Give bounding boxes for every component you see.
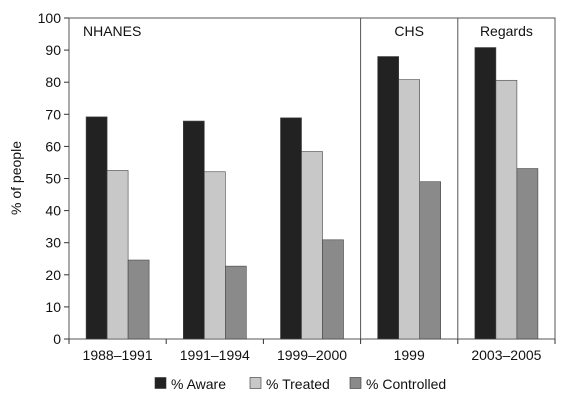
group-label-nhanes: NHANES — [83, 23, 141, 39]
bar-treated-3 — [398, 79, 421, 340]
legend-swatch-aware — [154, 377, 167, 389]
y-tick-label: 60 — [45, 138, 61, 154]
legend-swatch-treated — [249, 377, 262, 389]
bar-aware-2 — [280, 117, 302, 340]
y-tick-label: 50 — [45, 171, 61, 187]
x-category-label: 1999–2000 — [277, 347, 347, 363]
y-tick-label: 70 — [45, 106, 61, 122]
y-tick-label: 40 — [45, 203, 61, 219]
y-tick-label: 90 — [45, 42, 61, 58]
plot-area: 0 10 20 30 40 50 60 70 80 90 100 NHANES CHS Regards 19… — [38, 10, 556, 363]
legend-label: % Aware — [171, 376, 226, 392]
y-tick-label: 10 — [45, 299, 61, 315]
legend: % Aware % Treated % Controlled — [154, 376, 446, 392]
bar-aware-1 — [183, 120, 205, 340]
group-label-regards: Regards — [480, 23, 533, 39]
bar-controlled-4 — [516, 168, 539, 340]
x-category-label: 1999 — [394, 347, 425, 363]
bar-aware-0 — [85, 116, 108, 340]
bar-aware-3 — [377, 56, 400, 340]
bar-controlled-0 — [127, 259, 150, 340]
group-label-chs: CHS — [394, 23, 424, 39]
bar-treated-1 — [204, 171, 226, 340]
legend-label: % Controlled — [366, 376, 446, 392]
bar-controlled-1 — [225, 265, 247, 340]
y-tick-label: 80 — [45, 74, 61, 90]
x-category-label: 1991–1994 — [180, 347, 250, 363]
legend-label: % Treated — [266, 376, 330, 392]
y-tick-label: 20 — [45, 267, 61, 283]
bar-controlled-3 — [419, 181, 442, 340]
y-tick-label: 0 — [53, 331, 61, 347]
x-category-label: 1988–1991 — [83, 347, 153, 363]
y-tick-label: 30 — [45, 235, 61, 251]
legend-swatch-controlled — [349, 377, 362, 389]
y-axis-label: % of people — [8, 141, 24, 215]
bar-controlled-2 — [322, 239, 344, 340]
bar-treated-2 — [301, 151, 323, 340]
x-category-label: 2003–2005 — [471, 347, 541, 363]
bar-treated-4 — [495, 79, 518, 340]
bar-aware-4 — [474, 47, 497, 340]
bar-treated-0 — [106, 170, 129, 340]
y-tick-label: 100 — [38, 10, 62, 26]
